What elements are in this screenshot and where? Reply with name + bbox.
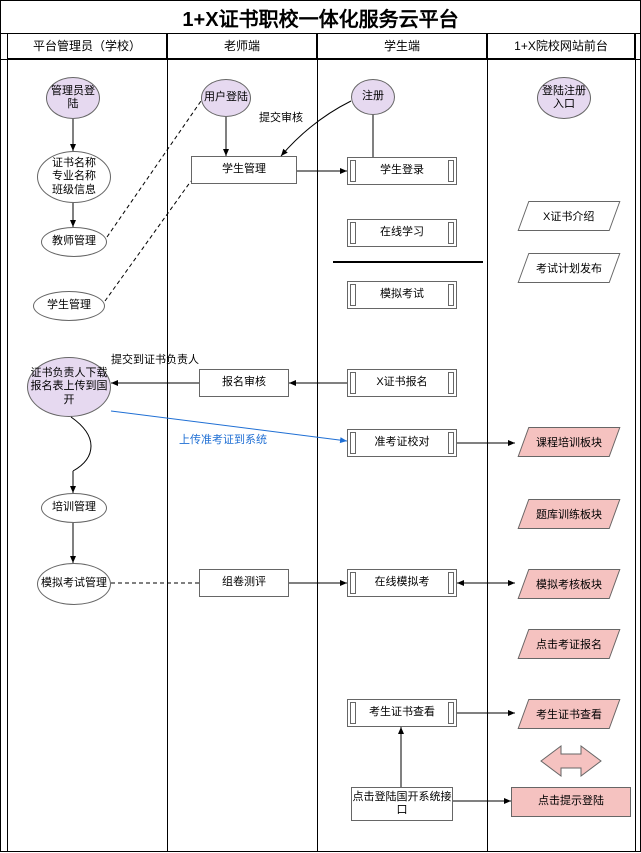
lane-header-teacher: 老师端 bbox=[167, 33, 317, 59]
node-mock-block: 模拟考核板块 bbox=[518, 569, 621, 599]
node-login-tip: 点击提示登陆 bbox=[511, 787, 631, 817]
node-x-intro: X证书介绍 bbox=[518, 201, 621, 231]
node-bank-block: 题库训练板块 bbox=[518, 499, 621, 529]
node-paper-review: 组卷测评 bbox=[199, 569, 289, 597]
lane-border bbox=[7, 33, 8, 851]
node-teacher-login: 用户登陆 bbox=[201, 79, 251, 117]
lane-header-admin: 平台管理员（学校） bbox=[7, 33, 167, 59]
node-student-mgmt-teacher: 学生管理 bbox=[191, 156, 297, 184]
node-student-login: 学生登录 bbox=[347, 157, 457, 185]
diagram-title: 1+X证书职校一体化服务云平台 bbox=[1, 3, 640, 32]
lane-border bbox=[167, 33, 168, 851]
node-click-signup: 点击考证报名 bbox=[518, 629, 621, 659]
lane-border bbox=[635, 33, 636, 851]
node-cert-leader: 证书负责人下载报名表上传到国开 bbox=[27, 357, 111, 417]
label-submit-to-leader: 提交到证书负责人 bbox=[111, 351, 199, 367]
node-training-mgmt: 培训管理 bbox=[41, 493, 107, 523]
node-mock-exam-mgmt: 模拟考试管理 bbox=[37, 563, 111, 605]
node-cert-view2: 考生证书查看 bbox=[518, 699, 621, 729]
lane-border bbox=[317, 33, 318, 851]
node-mock-test: 模拟考试 bbox=[347, 281, 457, 309]
node-cert-view: 考生证书查看 bbox=[347, 699, 457, 727]
node-teacher-mgmt: 教师管理 bbox=[41, 227, 107, 257]
node-register: 注册 bbox=[351, 79, 395, 115]
label-upload-ticket: 上传准考证到系统 bbox=[179, 431, 267, 447]
node-x-signup: X证书报名 bbox=[347, 369, 457, 397]
node-online-mock: 在线模拟考 bbox=[347, 569, 457, 597]
node-course-block: 课程培训板块 bbox=[518, 427, 621, 457]
lane-border bbox=[487, 33, 488, 851]
lane-header-border bbox=[1, 59, 640, 60]
node-online-study: 在线学习 bbox=[347, 219, 457, 247]
lane-header-portal: 1+X院校网站前台 bbox=[487, 33, 635, 59]
diagram-canvas: 1+X证书职校一体化服务云平台 平台管理员（学校） 老师端 学生端 1+X院校网… bbox=[0, 0, 641, 852]
label-submit-review: 提交审核 bbox=[259, 109, 303, 125]
node-admin-login: 管理员登陆 bbox=[46, 77, 100, 119]
node-signup-review: 报名审核 bbox=[199, 369, 289, 397]
node-student-mgmt-admin: 学生管理 bbox=[33, 291, 105, 321]
node-ticket-check: 准考证校对 bbox=[347, 429, 457, 457]
lane-header-student: 学生端 bbox=[317, 33, 487, 59]
student-divider bbox=[333, 261, 483, 263]
node-login-guokai: 点击登陆国开系统接口 bbox=[351, 787, 453, 821]
node-cert-info: 证书名称 专业名称 班级信息 bbox=[37, 151, 111, 203]
node-exam-plan: 考试计划发布 bbox=[518, 253, 621, 283]
node-portal-login: 登陆注册入口 bbox=[537, 77, 591, 119]
